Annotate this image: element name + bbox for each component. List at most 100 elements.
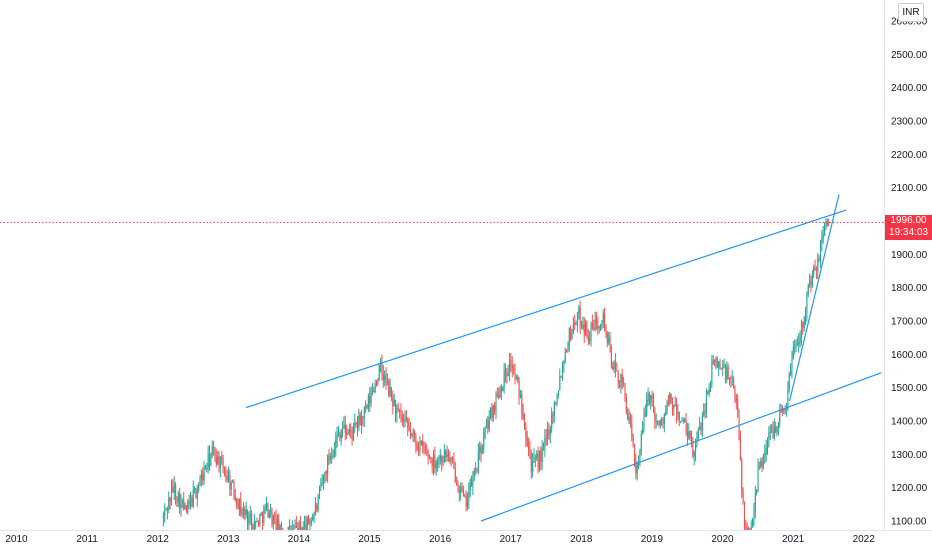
candle-body [323, 475, 325, 483]
candle-body [563, 362, 565, 364]
candle-body [590, 322, 592, 338]
candle-body [415, 437, 417, 446]
x-tick-label: 2015 [358, 534, 381, 545]
candle-body [552, 414, 554, 416]
candle-body [674, 405, 676, 407]
candle-body [449, 458, 451, 462]
candle-body [652, 399, 655, 410]
y-tick-label: 2200.00 [891, 150, 928, 161]
candle-body [575, 324, 577, 326]
candle-body [696, 439, 698, 447]
candle-body [441, 456, 443, 463]
candle-body [716, 358, 718, 368]
candle-body [646, 400, 648, 416]
candle-body [572, 322, 574, 333]
trendline [788, 194, 840, 402]
candle-body [614, 362, 617, 371]
candle-body [769, 431, 771, 433]
candle-body [279, 524, 281, 530]
candle-body [234, 496, 236, 500]
candle-body [756, 490, 758, 494]
candle-body [343, 424, 345, 429]
candle-body [348, 430, 350, 433]
x-tick-label: 2011 [76, 534, 98, 545]
candle-body [354, 422, 356, 426]
x-tick-label: 2016 [429, 534, 452, 545]
candle-body [758, 465, 760, 467]
candle-body [339, 434, 341, 439]
candle-body [724, 364, 727, 380]
candle-body [613, 362, 615, 370]
candle-body [518, 381, 520, 397]
candle-body [783, 408, 785, 412]
candle-body [293, 528, 295, 530]
candle-body [551, 414, 553, 429]
candle-body [761, 460, 763, 466]
candle-body [754, 493, 756, 511]
candle-body [355, 422, 357, 425]
candle-body [461, 486, 463, 491]
candle-body [693, 452, 695, 457]
candle-body [632, 435, 634, 445]
candle-body [204, 467, 207, 470]
candle-body [480, 445, 482, 454]
candle-body [392, 396, 394, 407]
candle-body [414, 431, 416, 438]
candle-body [739, 433, 741, 460]
candle-body [222, 459, 224, 469]
candle-body [775, 426, 777, 433]
candle-body [517, 377, 519, 382]
candle-body [434, 453, 436, 469]
candle-body [244, 508, 246, 515]
candle-body [416, 445, 418, 450]
candle-body [194, 488, 196, 490]
currency-badge[interactable]: INR [898, 3, 924, 22]
candle-body [677, 412, 679, 415]
candle-body [729, 377, 731, 380]
candle-body [308, 517, 310, 525]
candle-body [329, 456, 331, 460]
candle-body [571, 332, 573, 340]
candle-body [199, 478, 201, 486]
candle-body [629, 417, 631, 424]
candle-body [608, 337, 610, 343]
candle-body [366, 405, 368, 408]
price-axis[interactable]: 1100.00 1200.00 1300.00 1400.00 1500.00 1600.… [884, 0, 932, 530]
candle-body [500, 388, 503, 391]
candle-body [709, 383, 712, 388]
price-axis-background [884, 0, 932, 530]
candle-body [202, 473, 204, 481]
candle-body [192, 489, 194, 507]
candle-body [291, 529, 293, 531]
candle-body [593, 327, 595, 330]
candle-body [190, 497, 192, 504]
candle-body [792, 347, 794, 357]
candle-body [195, 488, 197, 498]
candle-body [647, 393, 649, 401]
candle-body [221, 456, 223, 460]
candle-body [651, 395, 653, 400]
x-tick-label: 2012 [147, 534, 170, 545]
candle-body [557, 390, 560, 396]
candle-body [462, 490, 464, 496]
candle-body [316, 505, 318, 511]
candle-body [490, 407, 492, 418]
candle-body [639, 451, 641, 463]
candle-body [650, 395, 652, 403]
candle-body [522, 412, 524, 420]
candle-body [714, 360, 716, 362]
y-tick-label: 1300.00 [891, 450, 928, 461]
candle-body [491, 407, 493, 418]
time-axis[interactable]: 2010 2011 2012 2013 2014 2015 2016 2017 2018 2019… [0, 530, 932, 550]
candle-body [175, 485, 177, 499]
candle-body [753, 510, 755, 520]
candle-body [521, 394, 523, 413]
candle-body [272, 515, 274, 524]
candle-body [206, 467, 208, 470]
candle-body [805, 313, 807, 318]
candle-body [828, 221, 830, 224]
candle-body [585, 322, 587, 335]
candle-body [468, 490, 470, 501]
